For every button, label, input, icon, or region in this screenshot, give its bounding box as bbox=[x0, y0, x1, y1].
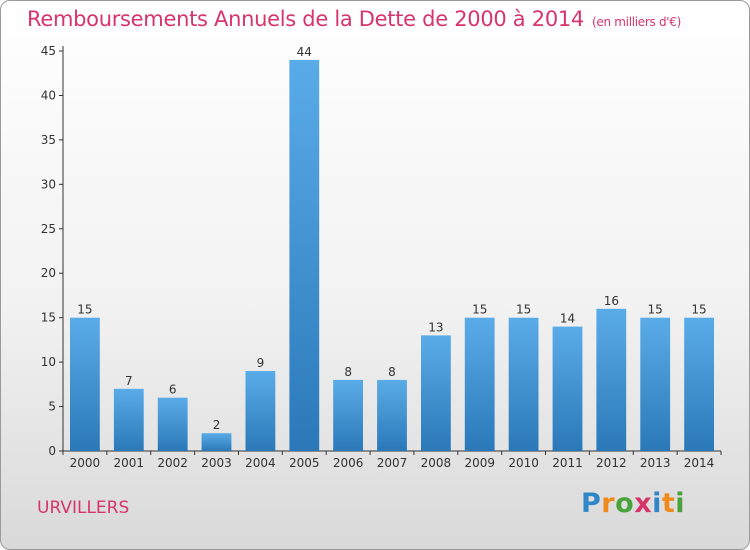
bar-value-label: 13 bbox=[428, 320, 443, 334]
bar-value-label: 15 bbox=[472, 303, 487, 317]
x-tick-label: 2009 bbox=[464, 456, 495, 470]
chart-bars: 15 7 6 2 9 44 8 8 13 15 15 14 16 15 15 bbox=[70, 45, 714, 452]
bar-value-label: 44 bbox=[297, 45, 312, 59]
x-tick-label: 2003 bbox=[201, 456, 232, 470]
x-tick-label: 2008 bbox=[421, 456, 452, 470]
bar-value-label: 7 bbox=[125, 374, 133, 388]
bar-value-label: 14 bbox=[560, 312, 575, 326]
bar-value-label: 15 bbox=[648, 303, 663, 317]
bar bbox=[640, 317, 671, 451]
x-tick-label: 2007 bbox=[377, 456, 408, 470]
bar bbox=[289, 59, 320, 452]
x-tick-label: 2006 bbox=[333, 456, 364, 470]
x-tick-label: 2001 bbox=[114, 456, 145, 470]
bar bbox=[377, 379, 407, 451]
bar-value-label: 15 bbox=[77, 303, 92, 317]
y-tick-label: 10 bbox=[41, 355, 56, 369]
bar-value-label: 16 bbox=[604, 294, 619, 308]
city-name: URVILLERS bbox=[37, 498, 130, 518]
bar bbox=[157, 397, 188, 451]
bar bbox=[552, 326, 583, 451]
x-tick-label: 2004 bbox=[245, 456, 276, 470]
bar-value-label: 6 bbox=[169, 383, 177, 397]
bar-value-label: 9 bbox=[257, 356, 265, 370]
x-tick-label: 2002 bbox=[157, 456, 188, 470]
bar bbox=[421, 335, 451, 451]
bar bbox=[333, 379, 363, 451]
bar-value-label: 15 bbox=[516, 303, 531, 317]
bar-value-label: 8 bbox=[388, 365, 396, 379]
y-tick-label: 45 bbox=[41, 44, 56, 58]
proxiti-logo: Proxiti bbox=[581, 488, 686, 519]
x-tick-label: 2010 bbox=[508, 456, 539, 470]
x-tick-label: 2014 bbox=[684, 456, 715, 470]
bar bbox=[508, 317, 539, 451]
bar-value-label: 8 bbox=[344, 365, 352, 379]
y-tick-label: 25 bbox=[41, 222, 56, 236]
y-tick-label: 20 bbox=[41, 266, 56, 280]
x-tick-label: 2013 bbox=[640, 456, 671, 470]
bar bbox=[70, 317, 100, 451]
y-tick-label: 5 bbox=[48, 400, 56, 414]
y-tick-label: 30 bbox=[41, 177, 56, 191]
x-tick-label: 2011 bbox=[552, 456, 583, 470]
bar-value-label: 2 bbox=[213, 418, 221, 432]
bar bbox=[464, 317, 495, 451]
chart-unit: (en milliers d'€) bbox=[592, 15, 682, 29]
bar bbox=[596, 308, 627, 451]
y-tick-label: 0 bbox=[48, 444, 56, 458]
chart-title: Remboursements Annuels de la Dette de 20… bbox=[27, 7, 681, 31]
x-tick-label: 2005 bbox=[289, 456, 320, 470]
x-tick-label: 2000 bbox=[70, 456, 101, 470]
chart-title-text: Remboursements Annuels de la Dette de 20… bbox=[27, 7, 584, 31]
bar bbox=[684, 317, 714, 451]
bar bbox=[113, 388, 144, 451]
y-tick-label: 35 bbox=[41, 133, 56, 147]
bar bbox=[245, 371, 276, 451]
chart-axes: 0 5 10 15 20 25 30 35 40 45 2000 2001 2002 2003 2004 20… bbox=[41, 44, 722, 470]
y-tick-label: 15 bbox=[41, 311, 56, 325]
x-tick-label: 2012 bbox=[596, 456, 627, 470]
bar-value-label: 15 bbox=[691, 303, 706, 317]
bar bbox=[201, 433, 232, 451]
y-tick-label: 40 bbox=[41, 88, 56, 102]
